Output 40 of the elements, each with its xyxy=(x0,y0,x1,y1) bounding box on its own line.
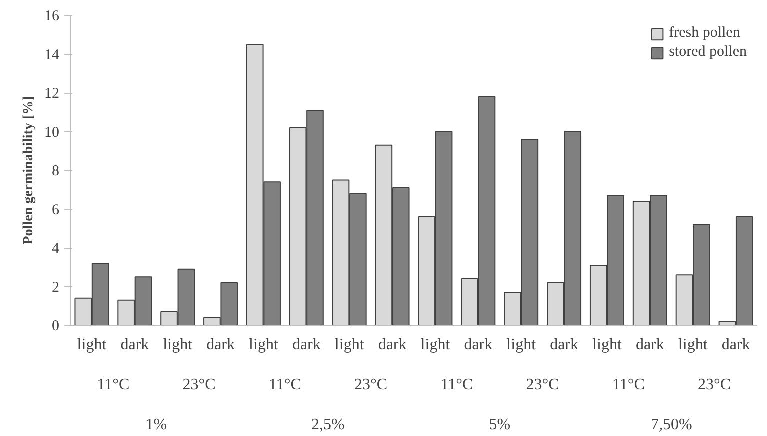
x-tick-label: light xyxy=(77,336,108,354)
text: 23°C xyxy=(354,376,388,394)
x-tick-label: dark xyxy=(550,336,579,354)
y-tick-label: 6 xyxy=(52,202,60,218)
x-tick-label: light xyxy=(334,336,365,354)
legend-label: stored pollen xyxy=(669,44,747,61)
text: 11°C xyxy=(440,376,474,394)
x-tick-label: dark xyxy=(722,336,750,354)
x-tick-label: light xyxy=(163,336,194,354)
y-tick-label: 12 xyxy=(44,86,60,102)
text: 11°C xyxy=(268,376,302,394)
x-tick-label: light xyxy=(678,336,708,354)
legend-label: fresh pollen xyxy=(669,25,740,42)
text: 1% xyxy=(146,416,168,434)
text: 23°C xyxy=(698,376,732,394)
x-tick-label: dark xyxy=(378,336,407,354)
y-tick-label: 2 xyxy=(52,280,60,296)
y-tick-label: 8 xyxy=(52,164,60,180)
text: 23°C xyxy=(526,376,560,394)
x-tick-label: dark xyxy=(120,336,150,354)
text: 11°C xyxy=(97,376,130,394)
x-tick-label: light xyxy=(249,336,279,354)
x-tick-label: light xyxy=(506,336,537,354)
x-tick-label: dark xyxy=(206,336,236,354)
x-tick-label: light xyxy=(592,336,622,354)
y-tick-label: 4 xyxy=(52,241,60,257)
x-tick-label: dark xyxy=(636,336,664,354)
y-tick-label: 14 xyxy=(44,47,60,64)
x-tick-label: dark xyxy=(292,336,321,354)
text: 5% xyxy=(489,416,511,434)
y-tick-label: 10 xyxy=(44,124,60,141)
y-axis-title: Pollen germinability [%] xyxy=(22,96,36,245)
x-tick-label: light xyxy=(420,336,451,354)
text: 11°C xyxy=(612,376,645,394)
text: 7,50% xyxy=(650,416,692,434)
text: 23°C xyxy=(182,376,216,394)
text: 2,5% xyxy=(311,416,345,434)
x-tick-label: dark xyxy=(464,336,493,354)
y-tick-label: 16 xyxy=(44,8,60,24)
y-tick-label: 0 xyxy=(52,318,60,334)
